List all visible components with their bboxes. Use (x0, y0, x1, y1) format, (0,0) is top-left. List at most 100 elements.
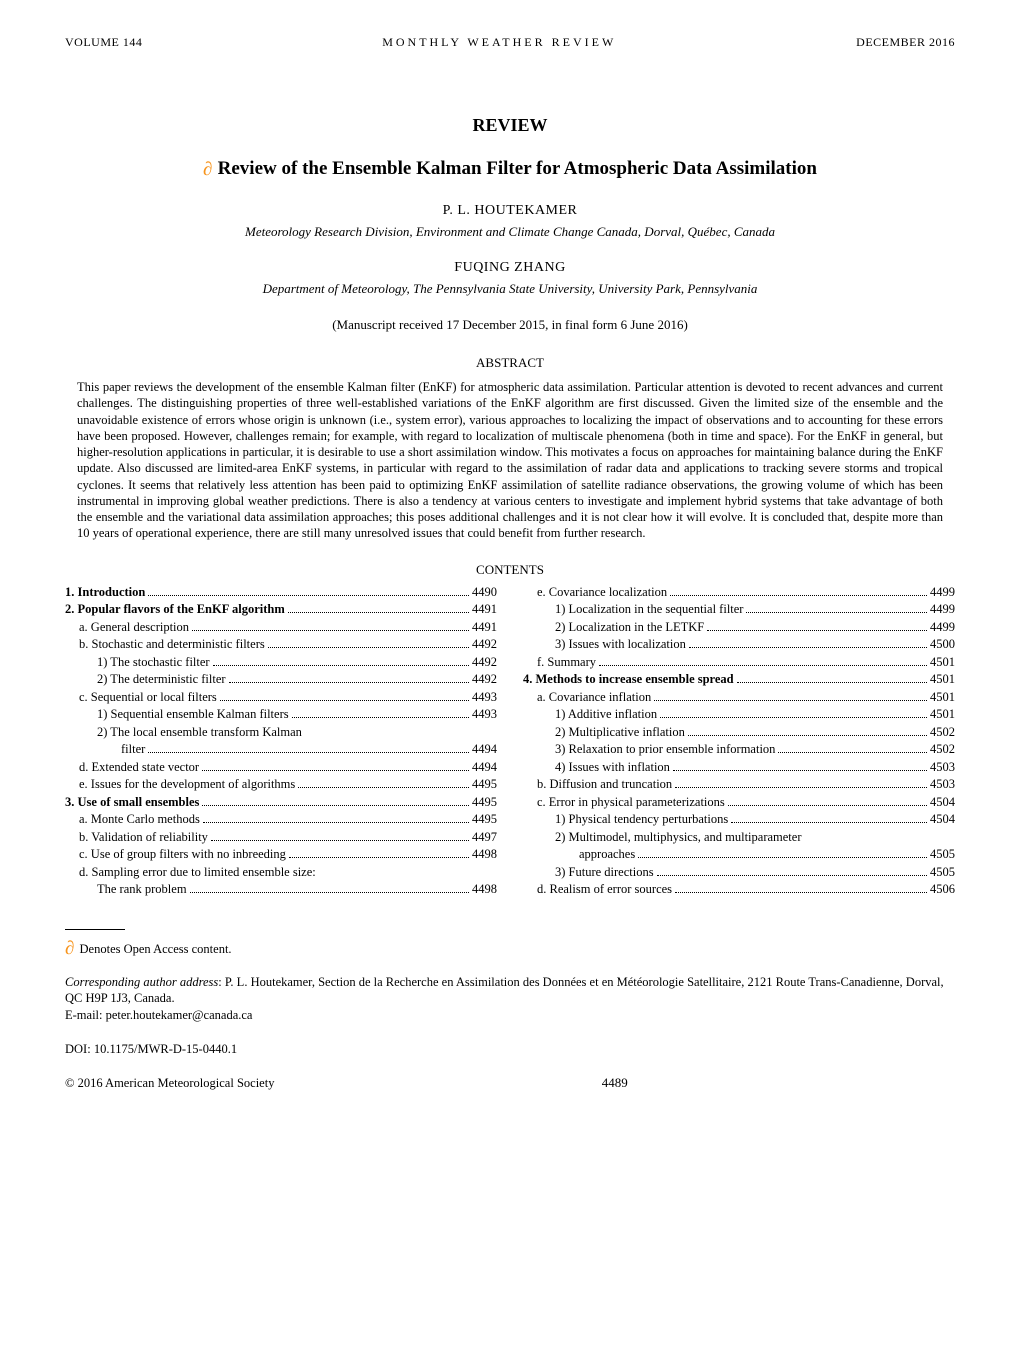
oa-footnote-text: Denotes Open Access content. (76, 942, 231, 956)
toc-label: e. Issues for the development of algorit… (79, 776, 295, 794)
author-2-affil: Department of Meteorology, The Pennsylva… (65, 281, 955, 297)
toc-label: 1. Introduction (65, 584, 145, 602)
contents-heading: CONTENTS (65, 562, 955, 578)
toc-entry: b. Validation of reliability4497 (65, 829, 497, 847)
toc-page: 4498 (472, 881, 497, 899)
toc-leader-dots (288, 612, 469, 613)
toc-leader-dots (289, 857, 469, 858)
toc-entry: a. General description 4491 (65, 619, 497, 637)
copyright: © 2016 American Meteorological Society (65, 1076, 274, 1091)
toc-page: 4493 (472, 689, 497, 707)
toc-entry: b. Diffusion and truncation 4503 (523, 776, 955, 794)
toc-label: approaches (579, 846, 635, 864)
toc-leader-dots (268, 647, 469, 648)
toc-page: 4501 (930, 689, 955, 707)
toc-page: 4502 (930, 741, 955, 759)
toc-label: 3) Relaxation to prior ensemble informat… (555, 741, 775, 759)
toc-label: 2) Localization in the LETKF (555, 619, 704, 637)
toc-label: 1) Additive inflation (555, 706, 657, 724)
toc-leader-dots (148, 595, 469, 596)
article-title: Review of the Ensemble Kalman Filter for… (218, 158, 817, 179)
toc-label: 3. Use of small ensembles (65, 794, 199, 812)
header-volume: VOLUME 144 (65, 35, 142, 50)
toc-label: 1) Physical tendency perturbations (555, 811, 728, 829)
toc-entry: 1) Physical tendency perturbations 4504 (523, 811, 955, 829)
author-1-affil: Meteorology Research Division, Environme… (65, 224, 955, 240)
toc-leader-dots (673, 770, 927, 771)
toc-entry: approaches4505 (523, 846, 955, 864)
corresponding-label: Corresponding author address (65, 975, 218, 989)
toc-label: 2) The local ensemble transform Kalman (97, 724, 302, 742)
toc-leader-dots (292, 717, 469, 718)
author-2-name: FUQING ZHANG (65, 260, 955, 276)
toc-page: 4497 (472, 829, 497, 847)
page-number: 4489 (274, 1075, 955, 1091)
open-access-icon: ∂ (203, 159, 212, 181)
toc-leader-dots (675, 787, 927, 788)
toc-label: a. Monte Carlo methods (79, 811, 200, 829)
toc-left-column: 1. Introduction44902. Popular flavors of… (65, 584, 497, 899)
toc-page: 4491 (472, 619, 497, 637)
toc-leader-dots (746, 612, 927, 613)
toc-leader-dots (220, 700, 469, 701)
toc-right-column: e. Covariance localization44991) Localiz… (523, 584, 955, 899)
toc-leader-dots (778, 752, 927, 753)
toc-page: 4504 (930, 794, 955, 812)
toc-leader-dots (737, 682, 927, 683)
toc-label: 1) Sequential ensemble Kalman filters (97, 706, 289, 724)
toc-label: f. Summary (537, 654, 596, 672)
toc-label: 2) Multimodel, multiphysics, and multipa… (555, 829, 801, 847)
toc-entry: c. Use of group filters with no inbreedi… (65, 846, 497, 864)
author-1-name: P. L. HOUTEKAMER (65, 203, 955, 219)
toc-label: c. Error in physical parameterizations (537, 794, 725, 812)
toc-entry: a. Monte Carlo methods4495 (65, 811, 497, 829)
toc-page: 4490 (472, 584, 497, 602)
toc-leader-dots (213, 665, 469, 666)
toc-leader-dots (660, 717, 927, 718)
toc-leader-dots (657, 875, 927, 876)
toc-entry: 2) The local ensemble transform Kalman (65, 724, 497, 742)
toc-label: 1) The stochastic filter (97, 654, 210, 672)
toc-page: 4491 (472, 601, 497, 619)
toc-label: a. General description (79, 619, 189, 637)
toc-page: 4504 (930, 811, 955, 829)
toc-label: 4. Methods to increase ensemble spread (523, 671, 734, 689)
toc-page: 4492 (472, 636, 497, 654)
toc-page: 4492 (472, 654, 497, 672)
toc-leader-dots (675, 892, 927, 893)
doi: DOI: 10.1175/MWR-D-15-0440.1 (65, 1042, 955, 1057)
toc-entry: The rank problem4498 (65, 881, 497, 899)
toc-leader-dots (707, 630, 927, 631)
toc-entry: 2) Multimodel, multiphysics, and multipa… (523, 829, 955, 847)
toc-leader-dots (203, 822, 469, 823)
toc-entry: b. Stochastic and deterministic filters 4… (65, 636, 497, 654)
toc-label: d. Realism of error sources (537, 881, 672, 899)
toc-leader-dots (190, 892, 469, 893)
toc-entry: d. Sampling error due to limited ensembl… (65, 864, 497, 882)
corresponding-email: E-mail: peter.houtekamer@canada.ca (65, 1008, 252, 1022)
toc-label: b. Stochastic and deterministic filters (79, 636, 265, 654)
toc-leader-dots (638, 857, 927, 858)
footnote-rule (65, 929, 125, 930)
toc-entry: 4. Methods to increase ensemble spread45… (523, 671, 955, 689)
toc-leader-dots (689, 647, 927, 648)
toc-page: 4495 (472, 794, 497, 812)
toc-label: 4) Issues with inflation (555, 759, 670, 777)
toc-label: d. Extended state vector (79, 759, 199, 777)
toc-page: 4503 (930, 776, 955, 794)
toc-page: 4500 (930, 636, 955, 654)
toc-page: 4493 (472, 706, 497, 724)
toc-entry: c. Sequential or local filters4493 (65, 689, 497, 707)
toc-label: b. Diffusion and truncation (537, 776, 672, 794)
manuscript-dates: (Manuscript received 17 December 2015, i… (65, 317, 955, 333)
review-label: REVIEW (65, 115, 955, 136)
toc-label: 2) Multiplicative inflation (555, 724, 685, 742)
toc-entry: c. Error in physical parameterizations 45… (523, 794, 955, 812)
toc-label: e. Covariance localization (537, 584, 667, 602)
toc-entry: 2) Localization in the LETKF4499 (523, 619, 955, 637)
toc-entry: 1) Localization in the sequential filter… (523, 601, 955, 619)
toc-page: 4503 (930, 759, 955, 777)
toc-page: 4501 (930, 654, 955, 672)
running-header: VOLUME 144 MONTHLY WEATHER REVIEW DECEMB… (65, 35, 955, 50)
abstract-heading: ABSTRACT (65, 355, 955, 371)
